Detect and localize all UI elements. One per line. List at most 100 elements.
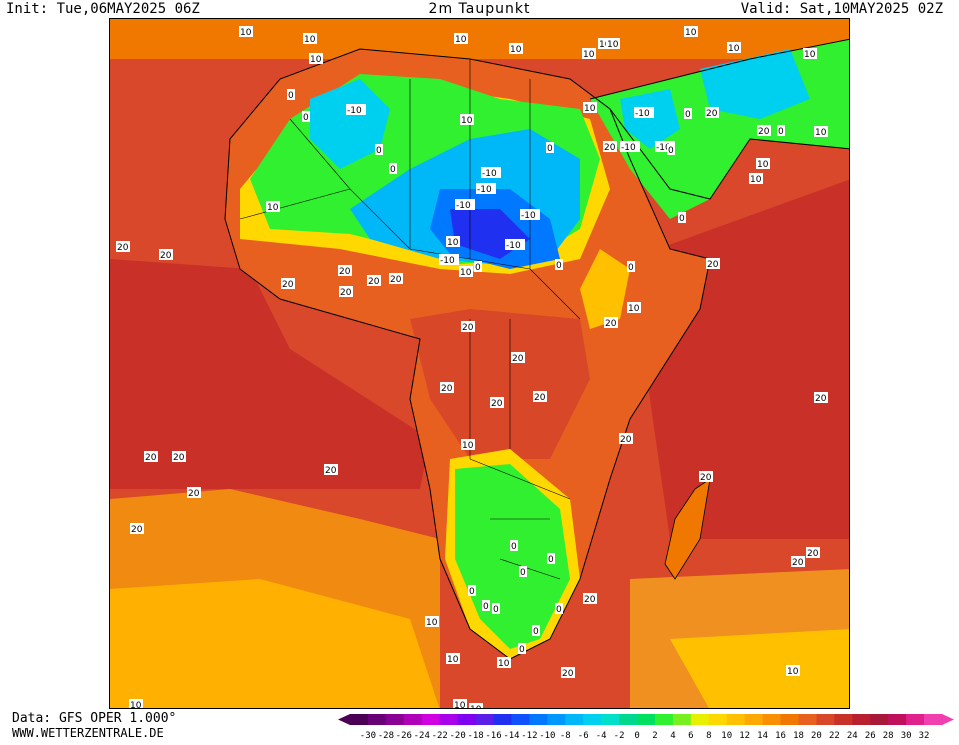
legend-tick-label: 0 — [634, 731, 639, 741]
color-legend: -30 -28 -26 -24 -22 -20 -18 -16 -14 -12 -10 -8 -6 -4-… — [336, 711, 958, 741]
contour-label-box — [492, 603, 500, 614]
contour-label-box — [281, 278, 295, 289]
contour-label-box — [130, 523, 144, 534]
map-title: 2m Taupunkt — [428, 1, 531, 17]
contour-label-box — [440, 382, 454, 393]
contour-label: 0 — [556, 605, 562, 615]
legend-right-arrow — [942, 714, 954, 725]
contour-label: 10 — [599, 40, 611, 50]
contour-label: 0 — [548, 555, 554, 565]
contour-label-box — [389, 163, 397, 174]
contour-label: 20 — [160, 251, 172, 261]
contour-label-box — [439, 254, 459, 265]
north-band — [110, 19, 849, 59]
contour-label: 10 — [628, 304, 640, 314]
contour-label: -10 — [440, 256, 455, 266]
legend-swatch — [672, 714, 692, 725]
contour-label-box — [518, 643, 526, 654]
arabia-coastline — [589, 38, 849, 200]
legend-tick-label: 24 — [847, 731, 858, 741]
contour-label: 20 — [792, 558, 804, 568]
legend-tick-label: -26 — [396, 731, 412, 741]
contour-label-box — [678, 212, 686, 223]
contour-label: 0 — [556, 261, 562, 271]
contour-label-box — [309, 53, 323, 64]
contour-label: 10 — [498, 659, 510, 669]
contour-label-box — [532, 625, 540, 636]
contour-label: 20 — [620, 435, 632, 445]
legend-tick-label: 6 — [688, 731, 693, 741]
contour-label: 20 — [807, 549, 819, 559]
contour-label: 20 — [604, 143, 616, 153]
legend-swatch — [798, 714, 817, 725]
contour-label-box — [116, 241, 130, 252]
contour-label: 20 — [131, 525, 143, 535]
contour-label-box — [375, 144, 383, 155]
contour-label: 20 — [339, 267, 351, 277]
legend-swatch — [708, 714, 728, 725]
contour-label: 10 — [750, 175, 762, 185]
contour-label-box — [777, 125, 785, 136]
contour-label-box — [446, 236, 460, 247]
contour-label: 20 — [462, 323, 474, 333]
contour-label-box — [555, 603, 563, 614]
contour-label: 20 — [758, 127, 770, 137]
legend-swatch — [744, 714, 764, 725]
contour-label-box — [339, 286, 353, 297]
contour-label: 10 — [757, 160, 769, 170]
contour-label-box — [749, 173, 763, 184]
legend-swatch — [619, 714, 638, 725]
contour-label: 0 — [376, 146, 382, 156]
legend-tick-label: -12 — [521, 731, 537, 741]
contour-label-box — [546, 142, 554, 153]
legend-swatch — [780, 714, 799, 725]
contour-label-box — [159, 249, 173, 260]
iran-cold-zone — [700, 49, 810, 119]
contour-label-box — [490, 397, 504, 408]
contour-label-box — [757, 125, 771, 136]
legend-tick-label: -14 — [503, 731, 519, 741]
contour-label-box — [705, 107, 719, 118]
legend-tick-label: -28 — [378, 731, 394, 741]
legend-swatch — [601, 714, 620, 725]
contour-label: 20 — [145, 453, 157, 463]
arabia-cold-zone — [620, 89, 680, 149]
contour-label-box — [603, 141, 617, 152]
south-indian-dry — [670, 629, 849, 708]
contour-label-box — [129, 699, 143, 708]
contour-label: 10 — [815, 128, 827, 138]
contour-label: -10 — [656, 143, 671, 153]
contour-label: 0 — [288, 91, 294, 101]
legend-swatch — [726, 714, 746, 725]
legend-tick-label: -8 — [560, 731, 571, 741]
legend-swatch — [816, 714, 835, 725]
contour-label: 10 — [447, 655, 459, 665]
contour-label-box — [446, 653, 460, 664]
contour-label: 10 — [584, 104, 596, 114]
contour-label: 20 — [605, 319, 617, 329]
contour-label-box — [346, 104, 366, 115]
contour-label-box — [555, 259, 563, 270]
contour-label: 0 — [668, 146, 674, 156]
contour-label-box — [469, 703, 483, 708]
contour-label: 10 — [583, 50, 595, 60]
legend-swatch — [350, 714, 369, 725]
legend-tick-label: 8 — [706, 731, 711, 741]
legend-tick-label: 32 — [919, 731, 930, 741]
legend-swatch — [870, 714, 889, 725]
contour-label: 10 — [685, 28, 697, 38]
contour-label: -10 — [521, 211, 536, 221]
legend-tick-label: 26 — [865, 731, 876, 741]
contour-label-box — [791, 556, 805, 567]
legend-swatch — [852, 714, 871, 725]
contour-label: 20 — [282, 280, 294, 290]
contour-label: 0 — [511, 542, 517, 552]
contour-label-box — [620, 141, 640, 152]
south-atlantic-dry — [110, 579, 440, 708]
legend-tick-label: 22 — [829, 731, 840, 741]
contour-label: 0 — [483, 602, 489, 612]
data-source-label: Data: GFS OPER 1.000° — [12, 711, 177, 726]
contour-label-box — [727, 42, 741, 53]
legend-swatch — [565, 714, 584, 725]
contour-label-box — [144, 451, 158, 462]
